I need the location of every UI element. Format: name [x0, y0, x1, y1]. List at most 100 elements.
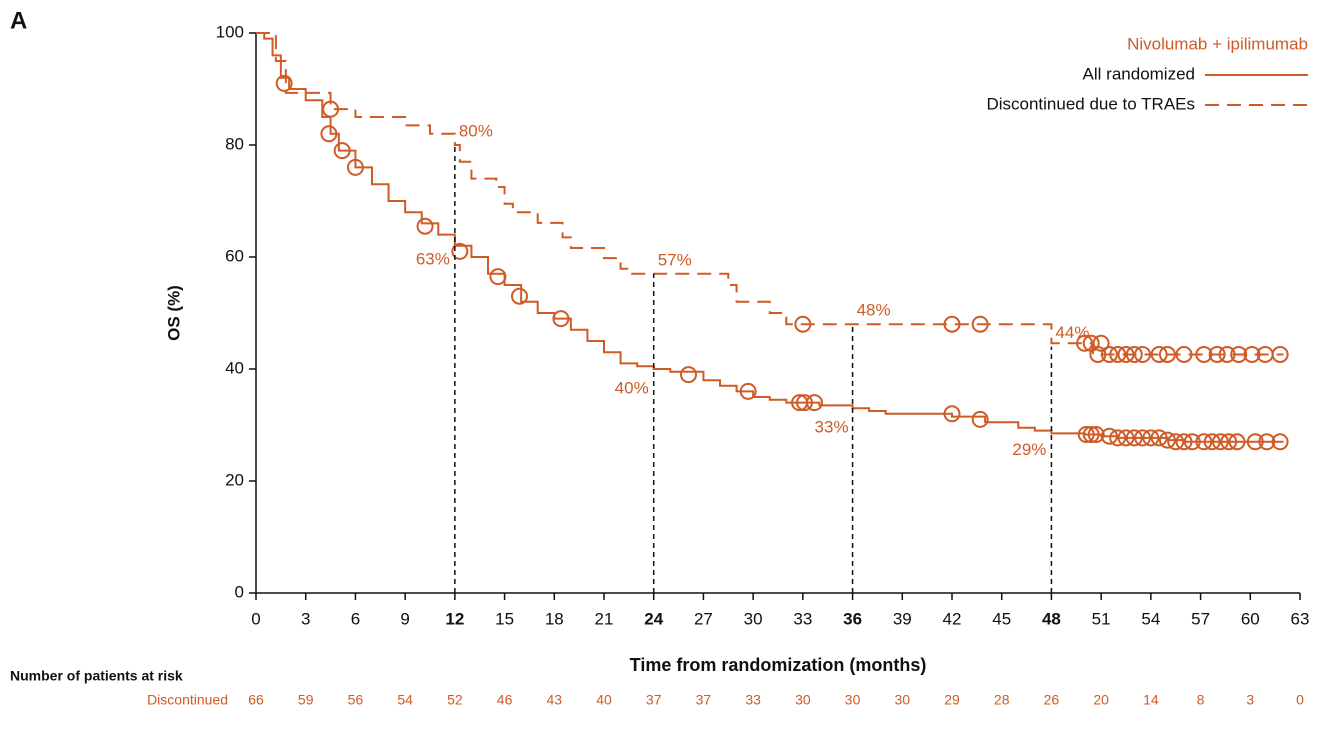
censor-mark — [739, 382, 757, 400]
at-risk-value: 54 — [397, 692, 413, 708]
at-risk-value: 43 — [546, 692, 562, 708]
at-risk-value: 52 — [447, 692, 463, 708]
censor-mark — [805, 394, 823, 412]
censor-mark — [1117, 345, 1135, 363]
x-tick-label: 54 — [1141, 609, 1160, 628]
at-risk-value: 30 — [845, 692, 861, 708]
at-risk-value: 56 — [348, 692, 364, 708]
x-tick-label: 39 — [893, 609, 912, 628]
x-tick-label: 15 — [495, 609, 514, 628]
censor-mark — [971, 410, 989, 428]
censor-mark — [1271, 433, 1289, 451]
at-risk-value: 30 — [894, 692, 910, 708]
landmark-label: 44% — [1055, 323, 1089, 342]
censor-mark — [1109, 429, 1127, 447]
censor-mark — [1092, 334, 1110, 352]
y-tick-label: 0 — [235, 582, 244, 601]
at-risk-value: 14 — [1143, 692, 1159, 708]
censor-mark — [971, 315, 989, 333]
censor-mark — [322, 100, 340, 118]
censor-mark — [1076, 334, 1094, 352]
survival-curve — [256, 32, 1284, 443]
landmark-label: 63% — [416, 250, 450, 269]
at-risk-value: 3 — [1246, 692, 1254, 708]
x-tick-label: 27 — [694, 609, 713, 628]
x-tick-label: 21 — [595, 609, 614, 628]
censor-mark — [320, 125, 338, 143]
x-tick-label: 24 — [644, 609, 663, 628]
y-tick-label: 80 — [225, 134, 244, 153]
y-tick-label: 60 — [225, 246, 244, 265]
y-tick-label: 20 — [225, 470, 244, 489]
landmark-label: 48% — [857, 301, 891, 320]
censor-mark — [1228, 433, 1246, 451]
at-risk-value: 29 — [944, 692, 960, 708]
x-tick-label: 57 — [1191, 609, 1210, 628]
censor-mark — [1203, 433, 1221, 451]
censor-mark — [1150, 345, 1168, 363]
censor-mark — [1246, 433, 1264, 451]
y-tick-label: 40 — [225, 358, 244, 377]
censor-mark — [1134, 345, 1152, 363]
at-risk-value: 26 — [1044, 692, 1060, 708]
censor-mark — [1117, 429, 1135, 447]
x-tick-label: 33 — [793, 609, 812, 628]
x-tick-label: 6 — [351, 609, 360, 628]
at-risk-value: 37 — [696, 692, 712, 708]
censor-mark — [489, 268, 507, 286]
at-risk-value: 8 — [1197, 692, 1205, 708]
censor-mark — [1125, 345, 1143, 363]
x-tick-label: 18 — [545, 609, 564, 628]
censor-mark — [1109, 345, 1127, 363]
at-risk-value: 37 — [646, 692, 662, 708]
at-risk-value: 20 — [1093, 692, 1109, 708]
censor-mark — [1087, 426, 1105, 444]
at-risk-title: Number of patients at risk — [10, 668, 183, 684]
censor-mark — [1134, 429, 1152, 447]
censor-mark — [943, 405, 961, 423]
censor-mark — [1183, 433, 1201, 451]
survival-curve — [256, 32, 1284, 356]
legend-title: Nivolumab + ipilimumab — [1127, 34, 1308, 53]
at-risk-label: Discontinued — [147, 692, 228, 708]
x-tick-label: 30 — [744, 609, 763, 628]
censor-mark — [794, 315, 812, 333]
at-risk-value: 33 — [745, 692, 761, 708]
x-tick-label: 45 — [992, 609, 1011, 628]
landmark-label: 57% — [658, 250, 692, 269]
censor-mark — [1195, 345, 1213, 363]
landmark-label: 80% — [459, 121, 493, 140]
x-tick-label: 63 — [1291, 609, 1310, 628]
x-tick-label: 42 — [943, 609, 962, 628]
censor-mark — [275, 74, 293, 92]
legend-label: All randomized — [1083, 64, 1195, 83]
y-tick-label: 100 — [216, 22, 244, 41]
x-tick-label: 51 — [1092, 609, 1111, 628]
censor-mark — [796, 394, 814, 412]
landmark-label: 40% — [615, 378, 649, 397]
at-risk-value: 59 — [298, 692, 314, 708]
censor-mark — [943, 315, 961, 333]
landmark-label: 33% — [815, 418, 849, 437]
censor-mark — [1271, 345, 1289, 363]
censor-mark — [1211, 433, 1229, 451]
x-tick-label: 48 — [1042, 609, 1061, 628]
censor-mark — [1258, 433, 1276, 451]
censor-mark — [510, 287, 528, 305]
at-risk-value: 30 — [795, 692, 811, 708]
censor-mark — [333, 142, 351, 160]
censor-mark — [1125, 429, 1143, 447]
x-tick-label: 0 — [251, 609, 260, 628]
censor-mark — [1220, 433, 1238, 451]
x-tick-label: 12 — [445, 609, 464, 628]
censor-mark — [1218, 345, 1236, 363]
censor-mark — [552, 310, 570, 328]
censor-mark — [1230, 345, 1248, 363]
y-axis-label: OS (%) — [164, 285, 183, 341]
at-risk-value: 46 — [497, 692, 513, 708]
at-risk-value: 0 — [1296, 692, 1304, 708]
x-axis-label: Time from randomization (months) — [630, 655, 927, 675]
censor-mark — [451, 242, 469, 260]
censor-mark — [1243, 345, 1261, 363]
